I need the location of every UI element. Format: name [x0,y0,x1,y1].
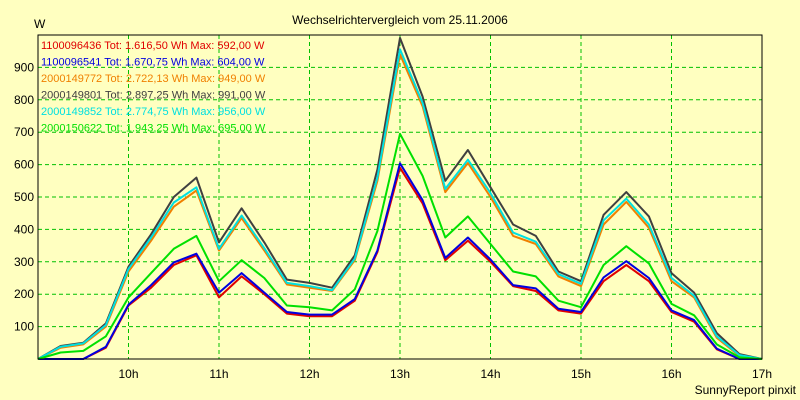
x-tick-label: 12h [299,367,319,381]
y-tick-label: 600 [14,158,34,172]
x-tick-label: 11h [209,367,228,381]
x-tick-label: 14h [480,367,500,381]
y-tick-label: 900 [14,60,34,74]
series-line-6 [37,132,763,360]
legend-entry-3: 2000149772 Tot: 2.722,13 Wh Max: 949,00 … [41,73,266,85]
legend-entry-1: 1100096436 Tot: 1.616,50 Wh Max: 592,00 … [41,40,265,52]
series-lines [37,36,763,360]
series-line-5 [37,48,763,360]
y-tick-label: 800 [14,93,34,107]
axes [37,34,763,360]
tick-labels: 100 200 300 400 500 600 700 800 900 10h 11h 12h 13h 1… [14,60,772,381]
legend-entry-6: 2000150622 Tot: 1.943,25 Wh Max: 695,00 … [41,123,266,135]
series-line-4 [37,36,763,360]
x-tick-label: 17h [752,367,772,381]
chart-title: Wechselrichtervergleich vom 25.11.2006 [292,13,508,27]
series-line-1 [38,166,762,360]
y-tick-label: 500 [14,190,34,204]
y-tick-label: 700 [14,125,34,139]
legend-entry-2: 1100096541 Tot: 1.670,75 Wh Max: 604,00 … [41,57,265,69]
legend: 1100096436 Tot: 1.616,50 Wh Max: 592,00 … [41,40,266,135]
y-axis-label: W [34,17,46,31]
footer-label: SunnyReport pinxit [695,383,797,397]
y-tick-label: 100 [14,320,34,334]
series-line-2 [38,162,762,360]
x-tick-label: 16h [661,367,681,381]
y-tick-label: 300 [14,255,34,269]
plot-frame [37,34,763,360]
legend-entry-4: 2000149801 Tot: 2.897,25 Wh Max: 991,00 … [41,90,266,102]
x-tick-label: 10h [118,367,138,381]
y-tick-label: 200 [14,287,34,301]
x-tick-label: 13h [390,367,410,381]
legend-entry-5: 2000149852 Tot: 2.774,75 Wh Max: 956,00 … [41,106,266,118]
y-tick-label: 400 [14,222,34,236]
x-tick-label: 15h [571,367,591,381]
